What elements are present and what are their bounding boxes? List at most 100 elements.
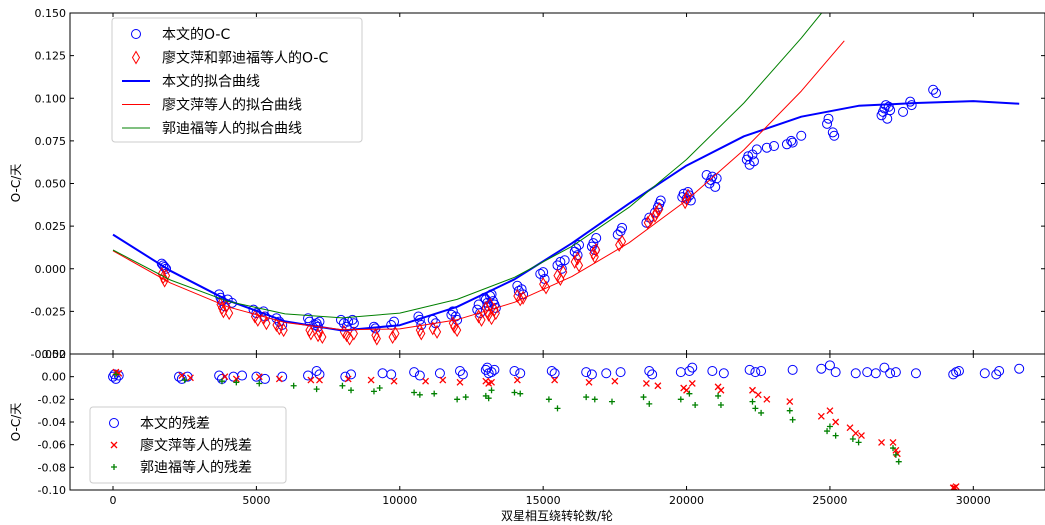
top-legend: 本文的O-C 廖文萍和郭迪福等人的O-C 本文的拟合曲线廖文萍等人的拟合曲线郭迪福等…: [111, 17, 363, 143]
bottom-point: [852, 429, 860, 437]
top-point: [491, 306, 500, 321]
bottom-point: [692, 402, 699, 408]
top-legend-swatch: [131, 50, 141, 65]
top-legend-swatch: [131, 29, 141, 39]
bottom-panel: -0.10 -0.08 -0.06 -0.04 -0.02 0.00 0.02 0 5000 10…: [9, 348, 1045, 523]
bottom-point: [511, 389, 518, 396]
bottom-axis-ticks: -0.10 -0.08 -0.06 -0.04 -0.02 0.00 0.02 0 5000 10…: [38, 348, 1045, 507]
bottom-y-axis-label: O-C/天: [9, 403, 23, 442]
bottom-xtick-label: 5000: [242, 494, 270, 507]
top-point: [683, 188, 693, 203]
bottom-point: [462, 394, 469, 401]
bottom-point: [513, 376, 521, 384]
bottom-point: [683, 386, 691, 394]
bottom-point: [744, 364, 755, 375]
top-point: [519, 290, 528, 305]
top-point: [898, 106, 909, 117]
bottom-point: [237, 370, 248, 381]
top-point: [275, 321, 284, 336]
bottom-point: [275, 375, 283, 383]
bottom-point: [422, 377, 430, 385]
bottom-point: [879, 362, 890, 373]
top-point: [428, 321, 437, 336]
bottom-point: [108, 371, 119, 382]
top-point: [432, 324, 442, 339]
top-point: [617, 222, 628, 233]
bottom-point: [717, 386, 725, 394]
top-legend-label: 廖文萍等人的拟合曲线: [162, 97, 302, 114]
top-point: [472, 304, 483, 315]
bottom-point: [910, 368, 921, 379]
bottom-point: [488, 387, 495, 394]
top-legend-label: 廖文萍和郭迪福等人的O-C: [162, 50, 328, 67]
bottom-point: [749, 386, 756, 394]
top-point: [796, 130, 807, 141]
bottom-ytick-label: -0.08: [38, 461, 66, 474]
top-point: [555, 256, 566, 267]
bottom-point: [889, 438, 897, 446]
top-legend-label: 本文的O-C: [162, 27, 230, 43]
bottom-point: [554, 405, 561, 412]
bottom-ytick-label: -0.10: [38, 484, 66, 497]
bottom-point: [786, 407, 793, 414]
bottom-point: [677, 396, 684, 403]
bottom-point: [115, 369, 123, 377]
bottom-point: [455, 366, 465, 376]
bottom-point: [615, 367, 626, 378]
top-point: [823, 113, 834, 124]
top-point: [769, 140, 780, 151]
top-point: [931, 88, 942, 99]
top-fit-curve: [112, 100, 1020, 332]
top-panel: -0.050 -0.025 0.000 0.025 0.050 0.075 0.100 0.1…: [9, 7, 1045, 361]
bottom-point: [647, 369, 658, 380]
bottom-point: [789, 416, 796, 423]
bottom-point: [687, 362, 698, 373]
bottom-point: [591, 396, 598, 403]
bottom-point: [390, 377, 398, 385]
bottom-point: [486, 367, 497, 378]
bottom-legend-swatch: [109, 418, 119, 428]
top-point: [572, 250, 583, 261]
bottom-xtick-label: 10000: [382, 494, 417, 507]
bottom-point: [991, 369, 1002, 380]
top-point: [516, 292, 525, 307]
top-point: [477, 312, 486, 327]
bottom-point: [411, 389, 418, 396]
bottom-point: [994, 366, 1005, 376]
bottom-point: [715, 392, 722, 399]
bottom-legend-label: 郭迪福等人的残差: [140, 459, 252, 476]
top-point: [541, 280, 551, 295]
bottom-point: [255, 373, 263, 381]
bottom-point: [583, 394, 590, 401]
bottom-point: [457, 369, 468, 380]
bottom-point: [370, 388, 377, 395]
top-legend-label: 郭迪福等人的拟合曲线: [162, 120, 302, 137]
bottom-point: [546, 366, 557, 376]
bottom-point: [830, 367, 841, 378]
bottom-point: [414, 370, 425, 381]
bottom-point: [551, 376, 559, 384]
bottom-point: [581, 367, 592, 378]
bottom-point: [260, 373, 270, 384]
bottom-point: [707, 366, 718, 376]
bottom-point: [816, 363, 827, 374]
bottom-point: [367, 376, 375, 384]
bottom-point: [303, 370, 314, 381]
bottom-point: [718, 368, 729, 379]
top-ytick-label: -0.025: [31, 305, 66, 318]
top-point: [219, 304, 228, 319]
top-y-axis-label: O-C/天: [9, 164, 23, 203]
top-point: [646, 212, 655, 227]
bottom-point: [642, 380, 650, 387]
bottom-point: [850, 368, 861, 379]
top-ytick-label: 0.100: [35, 92, 67, 105]
top-point: [262, 316, 271, 331]
bottom-ytick-label: -0.04: [38, 416, 66, 429]
bottom-point: [313, 386, 320, 393]
top-plot-area: [112, 13, 1020, 346]
bottom-point: [112, 371, 119, 378]
top-point: [655, 202, 664, 217]
top-point: [570, 254, 579, 269]
bottom-point: [824, 428, 831, 435]
